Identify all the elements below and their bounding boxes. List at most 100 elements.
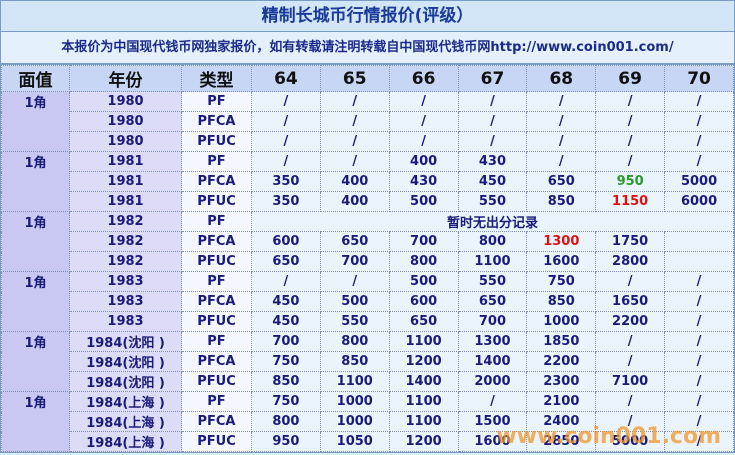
price-cell: / — [526, 111, 597, 132]
price-cell: / — [664, 111, 734, 132]
price-cell: / — [319, 271, 390, 292]
price-cell: / — [319, 151, 390, 172]
price-cell: 500 — [319, 291, 390, 312]
price-cell: 1850 — [526, 331, 597, 352]
table-row: 1984(沈阳 ) PFUC 850 1100 1400 2000 2300 7100/ — [2, 371, 734, 392]
price-cell: / — [251, 91, 321, 112]
price-cell: 800 — [251, 411, 321, 432]
price-cell: 2200 — [595, 311, 666, 332]
price-cell: 650 — [319, 231, 390, 252]
table-row: 1980 PFCA / / / / / / / — [2, 111, 734, 132]
price-cell: / — [664, 351, 734, 372]
price-cell: / — [595, 331, 666, 352]
header-cell: 68 — [526, 65, 597, 92]
year-cell: 1982 — [69, 251, 182, 272]
header-cell: 66 — [388, 65, 459, 92]
price-cell: 430 — [388, 171, 459, 192]
price-cell: 650 — [388, 311, 459, 332]
year-cell: 1980 — [69, 111, 182, 132]
header-cell: 面值 — [1, 65, 70, 92]
price-cell: 1000 — [526, 311, 597, 332]
year-cell: 1981 — [69, 191, 182, 212]
price-cell: 1100 — [388, 411, 459, 432]
header-cell: 69 — [595, 65, 666, 92]
year-cell: 1982 — [69, 231, 182, 252]
notice: 本报价为中国现代钱币网独家报价，如有转载请注明转载自中国现代钱币网http://… — [1, 32, 734, 65]
price-cell: / — [595, 151, 666, 172]
price-cell: 650 — [251, 251, 321, 272]
price-cell: / — [595, 351, 666, 372]
type-cell: PFCA — [181, 231, 252, 252]
denomination-cell: 1角 — [1, 91, 70, 152]
price-cell: 2300 — [526, 371, 597, 392]
table-body: 1角 1980 PF / / / / / //1980 PFCA / / / / / //1980 PFUC / /… — [1, 91, 734, 452]
denomination-cell: 1角 — [1, 211, 70, 272]
price-cell: 400 — [388, 151, 459, 172]
price-cell: 550 — [319, 311, 390, 332]
year-cell: 1984(上海 ) — [69, 431, 182, 452]
price-cell: 650 — [526, 171, 597, 192]
table-row: 1角 1982 PF 暂时无出分记录 — [1, 211, 734, 272]
price-cell: / — [388, 91, 459, 112]
year-cell: 1984(沈阳 ) — [69, 351, 182, 372]
price-cell: 1050 — [319, 431, 390, 452]
table-row: 1983 PFCA 450 500 600 650 850 1650/ — [2, 291, 734, 312]
price-cell: / — [457, 131, 528, 152]
price-cell: 800 — [457, 231, 528, 252]
price-cell: 2400 — [526, 411, 597, 432]
price-cell: / — [457, 391, 528, 412]
table-row: 1984(上海 ) PFUC 950 1050 1200 1600 2850 5000/ — [2, 431, 734, 452]
year-cell: 1980 — [69, 131, 182, 152]
price-cell: 2100 — [526, 391, 597, 412]
type-cell: PF — [181, 91, 252, 112]
price-cell: / — [526, 131, 597, 152]
price-cell: 700 — [457, 311, 528, 332]
type-cell: PFCA — [181, 351, 252, 372]
price-cell: 450 — [251, 311, 321, 332]
price-cell: 7100 — [595, 371, 666, 392]
year-cell: 1983 — [69, 271, 182, 292]
price-cell: 700 — [388, 231, 459, 252]
watermark: www.coin001.com — [496, 424, 721, 449]
table-row: 1982 PFUC 650 700 800 1100 1600 2800 — [2, 251, 734, 272]
price-cell: / — [526, 91, 597, 112]
denomination-cell: 1角 — [1, 331, 70, 392]
header-row: 面值 年份 类型 64 65 66 67 68 69 70 — [1, 65, 734, 92]
title: 精制长城币行情报价(评级） — [1, 1, 734, 32]
header-cell: 70 — [664, 65, 734, 92]
price-cell: / — [664, 291, 734, 312]
type-cell: PFCA — [181, 291, 252, 312]
price-cell: / — [595, 271, 666, 292]
price-cell: / — [251, 271, 321, 292]
price-cell: / — [595, 391, 666, 412]
year-cell: 1984(沈阳 ) — [69, 331, 182, 352]
price-cell: 350 — [251, 171, 321, 192]
price-cell: 1100 — [388, 391, 459, 412]
year-cell: 1981 — [69, 151, 182, 172]
price-cell: 800 — [319, 331, 390, 352]
price-cell: 850 — [526, 291, 597, 312]
price-cell: 500 — [388, 191, 459, 212]
type-cell: PF — [181, 151, 252, 172]
price-cell: 750 — [526, 271, 597, 292]
note-cell: 暂时无出分记录 — [251, 211, 734, 232]
price-cell: 400 — [319, 191, 390, 212]
price-cell: 700 — [251, 331, 321, 352]
price-cell: / — [251, 111, 321, 132]
price-cell: 1500 — [457, 411, 528, 432]
price-cell: 500 — [388, 271, 459, 292]
price-cell: / — [251, 151, 321, 172]
year-cell: 1984(上海 ) — [69, 411, 182, 432]
type-cell: PFCA — [181, 111, 252, 132]
price-cell: 800 — [388, 251, 459, 272]
year-cell: 1980 — [69, 91, 182, 112]
price-cell: 850 — [319, 351, 390, 372]
price-cell: 1100 — [457, 251, 528, 272]
price-cell: 6000 — [664, 191, 734, 212]
price-cell: / — [664, 271, 734, 292]
price-cell: 1100 — [388, 331, 459, 352]
type-cell: PF — [181, 211, 252, 232]
price-cell: / — [664, 391, 734, 412]
price-cell: 2850 — [526, 431, 597, 452]
price-cell: 700 — [319, 251, 390, 272]
